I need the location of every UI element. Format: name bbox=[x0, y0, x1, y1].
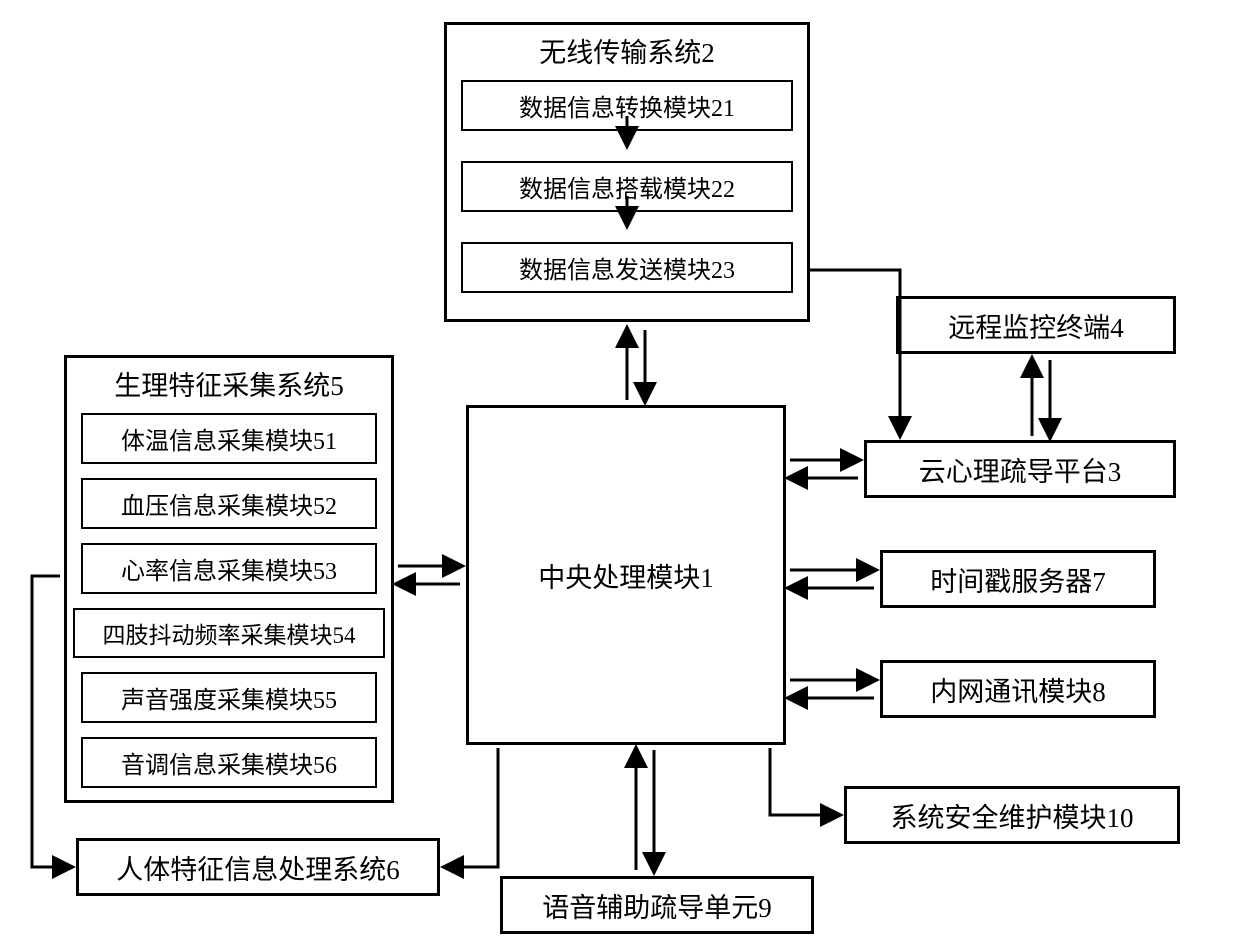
timestamp-server: 时间戳服务器7 bbox=[880, 550, 1156, 608]
module-p51: 体温信息采集模块51 bbox=[81, 413, 377, 464]
module-w21: 数据信息转换模块21 bbox=[461, 80, 793, 131]
module-w23: 数据信息发送模块23 bbox=[461, 242, 793, 293]
wireless-system-title: 无线传输系统2 bbox=[447, 25, 807, 74]
remote-terminal: 远程监控终端4 bbox=[896, 296, 1176, 354]
module-p53: 心率信息采集模块53 bbox=[81, 543, 377, 594]
module-p55: 声音强度采集模块55 bbox=[81, 672, 377, 723]
module-p56: 音调信息采集模块56 bbox=[81, 737, 377, 788]
module-p54: 四肢抖动频率采集模块54 bbox=[73, 608, 385, 658]
wireless-system-container: 无线传输系统2 数据信息转换模块21 数据信息搭载模块22 数据信息发送模块23 bbox=[444, 22, 810, 322]
central-module: 中央处理模块1 bbox=[466, 405, 786, 745]
physio-system-title: 生理特征采集系统5 bbox=[67, 358, 391, 407]
module-p52: 血压信息采集模块52 bbox=[81, 478, 377, 529]
security-module: 系统安全维护模块10 bbox=[844, 786, 1180, 844]
module-w22: 数据信息搭载模块22 bbox=[461, 161, 793, 212]
voice-assist-unit: 语音辅助疏导单元9 bbox=[500, 876, 814, 934]
physio-system-container: 生理特征采集系统5 体温信息采集模块51 血压信息采集模块52 心率信息采集模块… bbox=[64, 355, 394, 803]
body-feature-system: 人体特征信息处理系统6 bbox=[76, 838, 440, 896]
intranet-module: 内网通讯模块8 bbox=[880, 660, 1156, 718]
cloud-platform: 云心理疏导平台3 bbox=[864, 440, 1176, 498]
